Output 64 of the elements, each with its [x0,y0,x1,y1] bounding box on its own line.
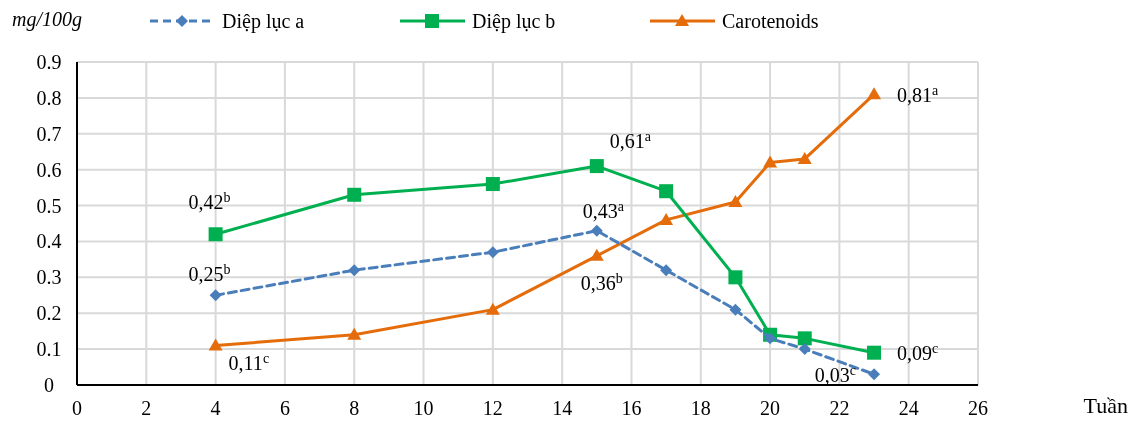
point [208,338,223,351]
point [797,331,812,346]
legend-label: Carotenoids [722,10,819,32]
point [347,187,362,202]
x-tick-label: 4 [210,397,221,419]
x-tick-label: 24 [898,397,919,419]
annotation: 0,61$^{a}$ [609,128,652,153]
point [589,159,604,174]
point [659,212,674,225]
x-tick-label: 22 [829,397,850,419]
point [589,248,604,261]
point [347,327,362,340]
annotation: 0,11$^{c}$ [228,350,270,374]
point [763,155,778,168]
y-tick-label: 0.9 [36,51,62,73]
x-tick-label: 18 [690,397,711,419]
annotation: 0,43$^{a}$ [582,198,625,222]
point [209,289,222,302]
x-tick-label: 14 [552,397,573,419]
y-tick-label: 0 [44,374,54,396]
x-tick-label: 26 [968,397,988,419]
point [590,224,603,237]
annotation: 0,09$^{c}$ [897,340,939,364]
point [797,151,812,164]
annotation: 0,25$^{b}$ [188,261,231,286]
y-tick-label: 0.7 [36,122,62,145]
annotation: 0,03$^{c}$ [814,362,857,387]
point [764,332,777,345]
legend-label: Diệp lục b [472,10,556,33]
point [660,264,673,277]
y-axis-title: mg/100g [12,8,82,31]
x-tick-label: 6 [279,397,290,419]
point [208,227,223,242]
y-tick-label: 0.2 [36,302,62,325]
x-tick-label: 2 [141,397,152,419]
point [486,246,499,259]
point [868,368,881,381]
point [798,343,811,356]
point [867,345,882,360]
point [348,264,361,277]
y-tick-label: 0.5 [36,194,62,217]
x-tick-label: 20 [760,397,781,419]
legend-label: Diệp lục a [222,10,305,33]
annotation: 0,36$^{b}$ [580,270,623,294]
x-tick-label: 0 [72,397,82,419]
x-tick-label: 8 [349,397,360,419]
point [659,184,674,199]
y-tick-label: 0.3 [36,266,62,289]
x-tick-label: 16 [621,397,642,419]
annotation: 0,81$^{a}$ [897,82,940,107]
point [728,194,743,207]
x-tick-label: 10 [413,397,434,419]
y-tick-label: 0.8 [36,86,62,109]
point [867,87,882,100]
y-tick-label: 0.4 [36,230,62,253]
y-tick-label: 0.6 [36,158,62,181]
point [728,270,743,285]
y-tick-label: 0.1 [36,338,62,361]
annotation: 0,42$^{b}$ [188,189,231,214]
x-tick-label: 12 [482,397,503,419]
point [485,177,500,192]
point [729,303,742,316]
point [485,302,500,315]
x-axis-title: Tuần [1083,393,1128,418]
